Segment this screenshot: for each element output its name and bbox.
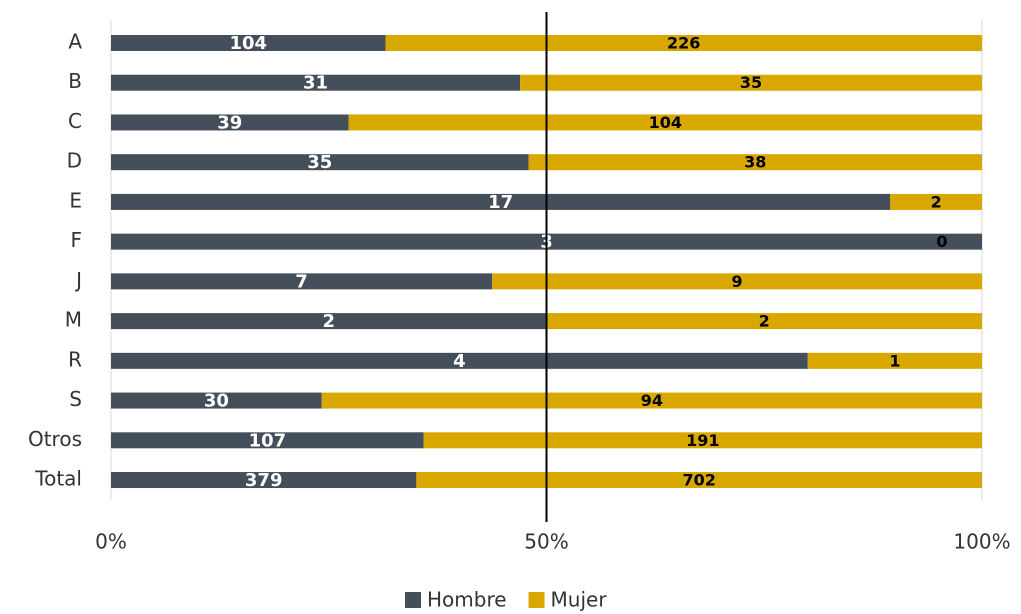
data-label: 30 xyxy=(204,391,229,412)
bar-segment xyxy=(807,352,982,369)
bar-segment xyxy=(111,193,891,210)
x-tick-label: 100% xyxy=(953,530,1010,554)
y-tick-label: M xyxy=(65,308,82,332)
x-tick-label: 50% xyxy=(524,530,568,554)
data-label: 4 xyxy=(453,351,466,372)
legend-swatch xyxy=(405,592,421,608)
data-label: 38 xyxy=(744,153,766,172)
data-label: 191 xyxy=(686,431,719,450)
bar-segment xyxy=(111,472,417,489)
data-label: 2 xyxy=(322,311,335,332)
data-label: 104 xyxy=(649,113,682,132)
legend-label: Mujer xyxy=(551,588,608,612)
data-label: 2 xyxy=(759,312,770,331)
legend-label: Hombre xyxy=(427,588,507,612)
bar-segment xyxy=(111,273,493,290)
y-tick-label: Otros xyxy=(28,427,82,451)
data-label: 31 xyxy=(303,73,328,94)
data-label: 0 xyxy=(936,232,947,251)
bar-segment xyxy=(546,313,982,330)
data-label: 2 xyxy=(931,192,942,211)
data-label: 702 xyxy=(682,471,715,490)
y-tick-label: F xyxy=(70,228,82,252)
bar-segment xyxy=(321,392,982,409)
y-tick-label: D xyxy=(67,149,82,173)
data-label: 107 xyxy=(249,430,287,451)
bar-segment xyxy=(416,472,982,489)
bar-segment xyxy=(111,74,521,91)
bar-segment xyxy=(111,432,424,449)
data-label: 9 xyxy=(731,272,742,291)
data-label: 1 xyxy=(889,351,900,370)
y-tick-label: J xyxy=(74,268,82,292)
bar-segment xyxy=(111,35,386,51)
bar-segment xyxy=(528,154,982,171)
y-tick-label: Total xyxy=(34,467,82,491)
bar-segment xyxy=(348,114,983,131)
data-label: 17 xyxy=(488,192,513,213)
bar-segment xyxy=(492,273,982,290)
bar-segment xyxy=(423,432,983,449)
y-tick-label: B xyxy=(68,69,82,93)
data-label: 94 xyxy=(641,391,663,410)
data-label: 379 xyxy=(245,470,283,491)
y-tick-label: E xyxy=(69,188,82,212)
bar-segment xyxy=(111,352,808,369)
y-tick-label: S xyxy=(69,387,82,411)
y-tick-label: C xyxy=(68,109,82,133)
bar-segment xyxy=(520,74,982,91)
bar-segment xyxy=(890,193,982,210)
data-label: 35 xyxy=(740,73,762,92)
x-tick-label: 0% xyxy=(95,530,127,554)
bar-segment xyxy=(111,114,349,131)
bar-segment xyxy=(385,35,983,51)
data-label: 7 xyxy=(295,271,308,292)
data-label: 39 xyxy=(217,112,242,133)
y-tick-label: R xyxy=(68,347,82,371)
data-label: 226 xyxy=(667,34,700,53)
legend-swatch xyxy=(528,592,545,608)
y-tick-label: A xyxy=(68,30,82,54)
data-label: 104 xyxy=(229,33,267,54)
bar-segment xyxy=(111,392,322,409)
data-label: 35 xyxy=(307,152,332,173)
bar-segment xyxy=(111,313,547,330)
bar-segment xyxy=(111,154,529,171)
